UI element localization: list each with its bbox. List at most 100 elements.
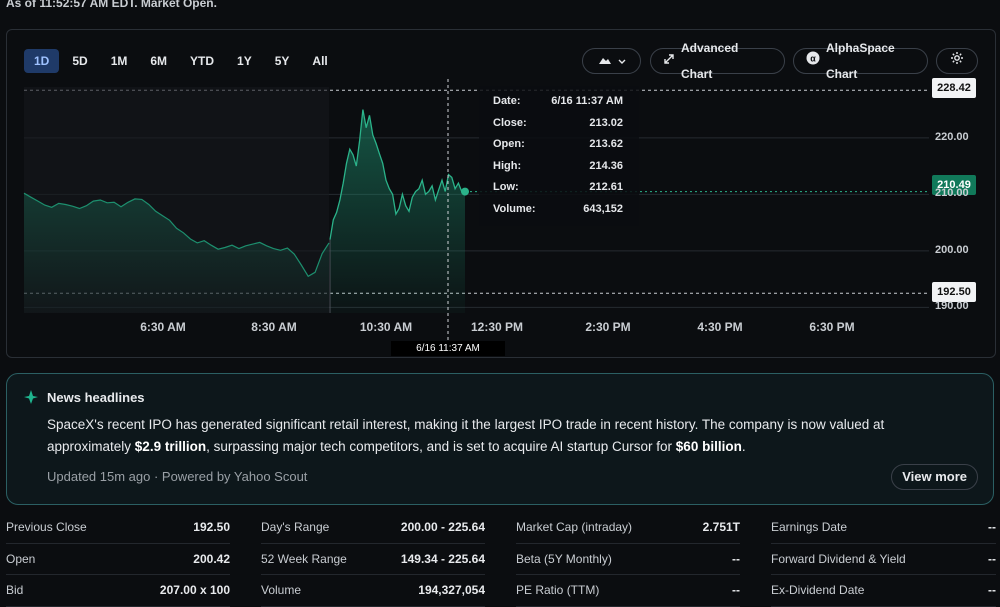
chart-type-button[interactable] [582, 48, 641, 74]
chevron-down-icon [618, 48, 626, 74]
tooltip-open-row: Open: 213.62 [493, 134, 623, 156]
news-summary: SpaceX's recent IPO has generated signif… [47, 414, 967, 458]
stat-row: 52 Week Range 149.34 - 225.64 [261, 544, 485, 575]
stat-label: Ex-Dividend Date [771, 583, 865, 598]
stats-column: Earnings Date -- Forward Dividend & Yield -… [771, 512, 996, 607]
day-high-price-tag: 228.42 [932, 78, 976, 98]
premarket-area [24, 193, 329, 313]
stat-value: 194,327,054 [418, 583, 485, 598]
crosshair-time-tag: 6/16 11:37 AM [391, 341, 505, 356]
regular-series-line [329, 109, 466, 240]
range-tab-1m[interactable]: 1M [110, 54, 128, 68]
stat-label: 52 Week Range [261, 551, 347, 566]
market-status-line: As of 11:52:57 AM EDT. Market Open. [6, 0, 217, 10]
stat-label: Open [6, 551, 36, 566]
view-more-button[interactable]: View more [891, 464, 978, 490]
x-tick-label: 10:30 AM [359, 320, 413, 334]
stat-row: Previous Close 192.50 [6, 512, 230, 544]
stat-value: -- [988, 520, 996, 535]
tooltip-high-row: High: 214.36 [493, 156, 623, 178]
range-tab-6m[interactable]: 6M [150, 54, 168, 68]
alphaspace-chart-button[interactable]: α AlphaSpace Chart [793, 41, 928, 81]
price-chart[interactable] [7, 30, 995, 357]
tooltip-label: Close: [493, 116, 527, 129]
stat-row: Bid 207.00 x 100 [6, 575, 230, 607]
stat-value: 192.50 [193, 520, 230, 535]
stat-label: PE Ratio (TTM) [516, 583, 600, 598]
expand-icon [663, 48, 675, 74]
stat-value: -- [988, 551, 996, 566]
x-tick-label: 2:30 PM [585, 320, 631, 334]
tooltip-label: Volume: [493, 202, 536, 215]
stat-value: 2.751T [702, 520, 740, 535]
stat-row: Beta (5Y Monthly) -- [516, 544, 740, 575]
tooltip-value: 212.61 [589, 181, 623, 194]
tooltip-background [479, 86, 639, 226]
alphaspace-logo-icon: α [806, 48, 820, 74]
tooltip-label: High: [493, 159, 522, 172]
stat-row: Open 200.42 [6, 544, 230, 575]
stat-row: Market Cap (intraday) 2.751T [516, 512, 740, 544]
news-meta: Updated 15m ago · Powered by Yahoo Scout [47, 469, 308, 484]
tooltip-volume-row: Volume: 643,152 [493, 199, 623, 221]
y-tick-label: 200.00 [935, 243, 969, 256]
stat-row: Day's Range 200.00 - 225.64 [261, 512, 485, 544]
stat-row: Earnings Date -- [771, 512, 996, 544]
tooltip-low-row: Low: 212.61 [493, 177, 623, 199]
x-tick-label: 12:30 PM [470, 320, 524, 334]
news-title: News headlines [47, 390, 145, 405]
range-tab-5y[interactable]: 5Y [274, 54, 290, 68]
gear-icon [950, 48, 964, 74]
tooltip-label: Low: [493, 181, 519, 194]
y-tick-label: 220.00 [935, 130, 969, 143]
stat-value: 200.00 - 225.64 [400, 520, 485, 535]
stat-value: 149.34 - 225.64 [400, 551, 485, 566]
tooltip-date-row: Date: 6/16 11:37 AM [493, 91, 623, 113]
tooltip-close-row: Close: 213.02 [493, 113, 623, 135]
stat-value: -- [732, 583, 740, 598]
range-tab-1y[interactable]: 1Y [237, 54, 252, 68]
previous-close-price-tag: 192.50 [932, 282, 976, 302]
stat-label: Earnings Date [771, 520, 848, 535]
stat-row: Volume 194,327,054 [261, 575, 485, 607]
stat-row: PE Ratio (TTM) -- [516, 575, 740, 607]
stats-column: Market Cap (intraday) 2.751T Beta (5Y Mont… [516, 512, 740, 607]
advanced-chart-button[interactable]: Advanced Chart [650, 41, 785, 81]
tooltip-value: 643,152 [583, 202, 623, 215]
range-tab-all[interactable]: All [312, 54, 328, 68]
y-tick-label: 210.00 [935, 187, 969, 200]
x-tick-label: 4:30 PM [697, 320, 743, 334]
stat-label: Previous Close [6, 520, 87, 535]
news-headlines-card: News headlines SpaceX's recent IPO has g… [6, 373, 994, 505]
current-price-tag: 210.49 [932, 175, 976, 195]
sparkle-icon [23, 389, 39, 410]
stat-value: 200.42 [193, 551, 230, 566]
stat-row: Ex-Dividend Date -- [771, 575, 996, 607]
news-text: , surpassing major tech competitors, and… [206, 439, 676, 454]
news-highlight: $2.9 trillion [134, 439, 207, 454]
stat-value: -- [732, 551, 740, 566]
stat-value: -- [988, 583, 996, 598]
range-tab-1d[interactable]: 1D [24, 49, 60, 73]
premarket-series-line [23, 192, 330, 278]
mountain-icon [598, 48, 612, 74]
tooltip-value: 214.36 [589, 159, 623, 172]
chart-settings-button[interactable] [936, 48, 978, 74]
stat-label: Forward Dividend & Yield [771, 551, 906, 566]
crosshair-tooltip: Date: 6/16 11:37 AM Close: 213.02 Open: 213… [493, 91, 623, 221]
range-tab-ytd[interactable]: YTD [190, 54, 215, 68]
tooltip-value: 213.02 [589, 116, 623, 129]
tooltip-value: 213.62 [589, 138, 623, 151]
tooltip-value: 6/16 11:37 AM [551, 95, 623, 107]
stats-column: Previous Close 192.50 Open 200.42 Bid 207.00 … [6, 512, 230, 607]
stat-row: Forward Dividend & Yield -- [771, 544, 996, 575]
stat-value: 207.00 x 100 [159, 583, 230, 598]
stat-label: Market Cap (intraday) [516, 520, 633, 535]
alphaspace-chart-label: AlphaSpace Chart [826, 41, 895, 81]
x-tick-label: 6:30 PM [809, 320, 855, 334]
svg-text:α: α [810, 54, 816, 64]
stat-label: Bid [6, 583, 24, 598]
range-tab-5d[interactable]: 5D [72, 54, 88, 68]
y-tick-label: 190.00 [935, 300, 969, 313]
stat-label: Beta (5Y Monthly) [516, 551, 612, 566]
